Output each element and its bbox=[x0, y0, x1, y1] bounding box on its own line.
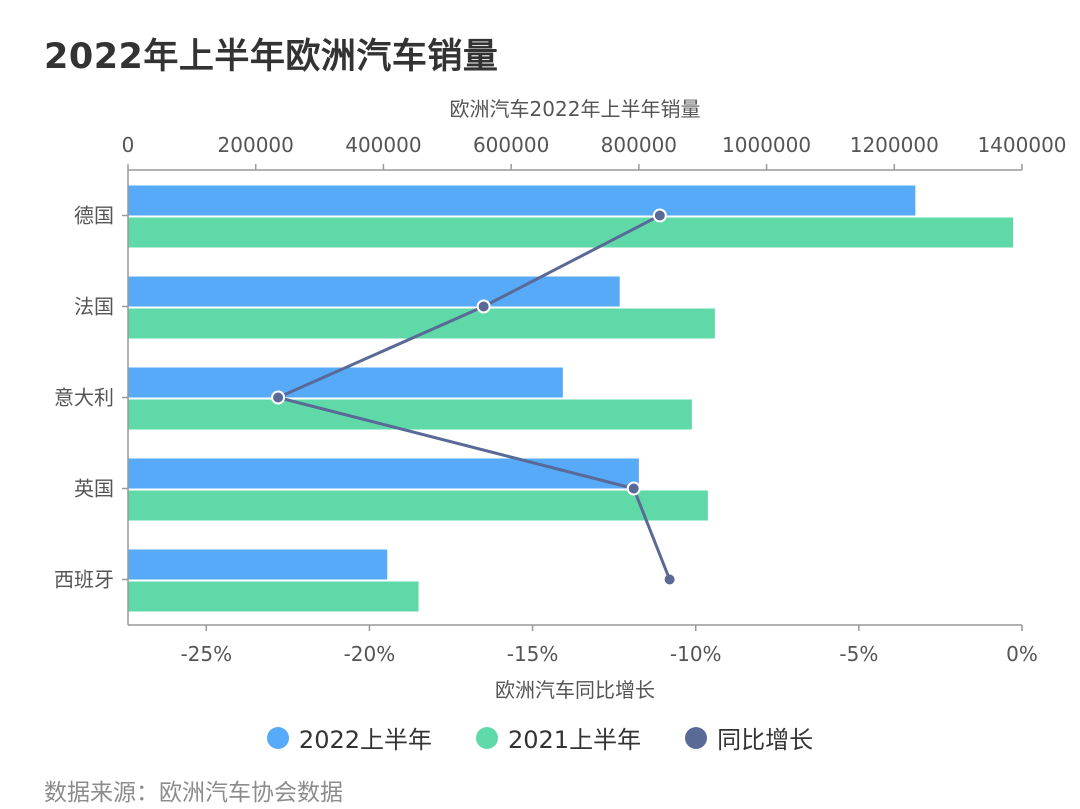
yoy-point[interactable] bbox=[271, 390, 286, 405]
bottom-axis-tick-label: -5% bbox=[839, 642, 878, 666]
top-axis-tick-label: 800000 bbox=[601, 133, 677, 157]
category-label: 意大利 bbox=[54, 386, 114, 410]
top-axis-tick-label: 1200000 bbox=[850, 133, 939, 157]
top-axis-tick-label: 400000 bbox=[345, 133, 421, 157]
bottom-axis-label: 欧洲汽车同比增长 bbox=[495, 678, 655, 702]
yoy-point[interactable] bbox=[664, 574, 675, 585]
legend-item-2021[interactable]: 2021上半年 bbox=[476, 720, 641, 755]
yoy-point[interactable] bbox=[626, 481, 641, 496]
bar-2022[interactable] bbox=[128, 185, 916, 216]
top-axis-tick-label: 1400000 bbox=[977, 133, 1066, 157]
chart-svg: 欧洲汽车2022年上半年销量 欧洲汽车同比增长 0 200000 400000 600… bbox=[54, 97, 1067, 702]
bottom-axis-tick-label: -15% bbox=[507, 642, 559, 666]
bottom-axis-tick-label: -25% bbox=[180, 642, 232, 666]
top-axis-tick-label: 600000 bbox=[473, 133, 549, 157]
source-note: 数据来源：欧洲汽车协会数据 bbox=[44, 780, 343, 806]
bar-2021[interactable] bbox=[128, 217, 1014, 248]
top-axis-label: 欧洲汽车2022年上半年销量 bbox=[450, 97, 701, 121]
legend-label-yoy: 同比增长 bbox=[717, 726, 814, 754]
legend-dot-2021 bbox=[476, 726, 498, 749]
bar-2021[interactable] bbox=[128, 399, 692, 430]
legend-dot-2022 bbox=[266, 726, 289, 749]
top-axis-tick-label: 1000000 bbox=[722, 133, 811, 157]
bar-2022[interactable] bbox=[128, 458, 639, 489]
bottom-axis-tick-label: -10% bbox=[670, 642, 722, 666]
legend-label-2022: 2022上半年 bbox=[298, 726, 432, 754]
bar-2022[interactable] bbox=[128, 367, 563, 398]
category-label: 法国 bbox=[74, 295, 114, 319]
bottom-axis-tick-label: -20% bbox=[344, 642, 396, 666]
chart-title: 2022年上半年欧洲汽车销量 bbox=[44, 37, 499, 77]
bar-2022[interactable] bbox=[128, 549, 388, 580]
bar-2021[interactable] bbox=[128, 490, 708, 521]
top-axis-tick-label: 0 bbox=[122, 133, 135, 157]
top-axis-tick-label: 200000 bbox=[218, 133, 294, 157]
bottom-axis-tick-label: 0% bbox=[1006, 642, 1038, 666]
legend-item-yoy[interactable]: 同比增长 bbox=[685, 720, 813, 755]
legend: 2022上半年 2021上半年 同比增长 bbox=[0, 720, 1080, 755]
category-label: 英国 bbox=[74, 477, 114, 501]
legend-item-2022[interactable]: 2022上半年 bbox=[266, 720, 432, 755]
legend-dot-yoy bbox=[685, 726, 708, 749]
bar-2021[interactable] bbox=[128, 581, 419, 612]
yoy-point[interactable] bbox=[652, 208, 667, 223]
yoy-point[interactable] bbox=[476, 299, 491, 314]
category-label: 德国 bbox=[74, 204, 114, 228]
bar-2022[interactable] bbox=[128, 276, 620, 307]
legend-label-2021: 2021上半年 bbox=[508, 726, 642, 754]
category-label: 西班牙 bbox=[54, 568, 114, 592]
